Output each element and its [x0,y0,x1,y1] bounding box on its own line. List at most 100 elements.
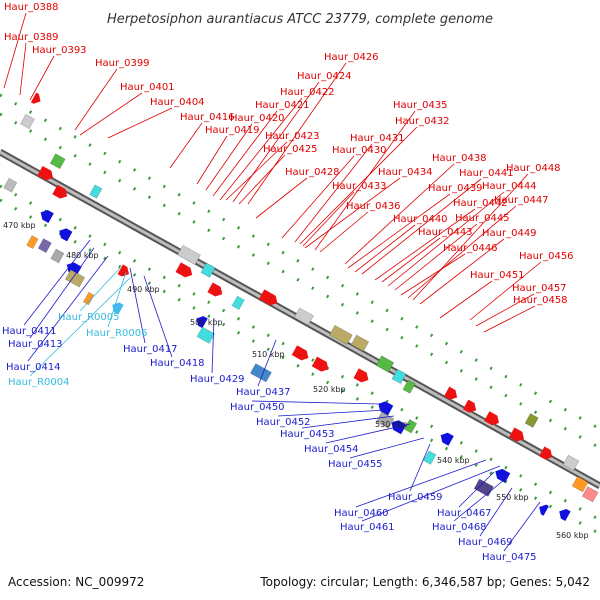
forward-label-haur_0439: Haur_0439 [428,183,483,194]
feature-9 [26,235,39,250]
forward-label-haur_0404: Haur_0404 [150,97,205,108]
forward-leader-33 [412,173,529,301]
forward-leader-6 [169,122,203,169]
tick-label-4: 510 kbp [252,350,285,359]
label-leader-lines [3,12,542,552]
forward-label-haur_0445: Haur_0445 [455,213,510,224]
rna-leader-0 [79,267,121,312]
reverse-label-haur_0437: Haur_0437 [236,387,291,398]
feature-track [3,92,599,522]
reverse-label-haur_0413: Haur_0413 [8,339,63,350]
position-ticks: 470 kbp 480 kbp 490 kbp 500 kbp 510 kbp 520 k… [3,221,589,540]
forward-leader-32 [407,205,517,299]
feature-39 [462,399,477,413]
forward-label-haur_0425: Haur_0425 [263,144,318,155]
forward-label-haur_0443: Haur_0443 [418,227,473,238]
forward-leader-11 [225,141,288,201]
feature-4 [89,184,103,199]
reverse-leader-15 [458,471,495,508]
forward-label-haur_0423: Haur_0423 [265,131,320,142]
tick-label-9: 560 kbp [556,531,589,540]
feature-45 [571,475,589,493]
tick-label-5: 520 kbp [313,385,346,394]
forward-leader-4 [79,92,143,136]
forward-leader-14 [247,62,347,205]
forward-leader-13 [238,154,286,205]
rna-label-haur_r0004: Haur_R0004 [8,377,70,388]
reverse-leader-1 [29,247,95,339]
reverse-label-haur_0454: Haur_0454 [304,444,359,455]
forward-leader-26 [361,178,482,275]
forward-label-haur_0457: Haur_0457 [512,283,567,294]
feature-53 [30,92,41,104]
feature-8 [59,228,73,242]
forward-leader-0 [3,12,27,89]
forward-label-haur_0432: Haur_0432 [395,116,450,127]
feature-22 [196,316,208,329]
feature-31 [375,355,395,373]
feature-35 [378,401,394,416]
forward-label-haur_0431: Haur_0431 [350,133,405,144]
reverse-leader-16 [453,479,505,522]
feature-32 [391,368,407,385]
map-title: Herpetosiphon aurantiacus ATCC 23779, co… [107,12,493,27]
feature-2 [37,165,54,181]
forward-label-haur_0399: Haur_0399 [95,58,150,69]
forward-leader-3 [74,68,118,131]
forward-leader-25 [354,224,416,273]
forward-label-haur_0388: Haur_0388 [4,2,59,13]
forward-leader-27 [374,208,476,281]
tick-label-2: 490 kbp [127,285,160,294]
forward-label-haur_0447: Haur_0447 [494,195,549,206]
reverse-label-haur_0417: Haur_0417 [123,344,178,355]
reverse-label-haur_0450: Haur_0450 [230,402,285,413]
reverse-label-haur_0469: Haur_0469 [458,537,513,548]
feature-30 [311,356,329,372]
feature-7 [40,210,54,224]
feature-34 [353,368,369,383]
tick-label-8: 550 kbp [496,493,529,502]
feature-19 [175,262,193,278]
reverse-leader-5 [211,317,215,374]
reverse-label-haur_0429: Haur_0429 [190,374,245,385]
reverse-label-haur_0411: Haur_0411 [2,326,57,337]
feature-28 [350,334,370,352]
reverse-leader-6 [257,339,277,387]
forward-leader-24 [347,193,451,269]
forward-label-haur_0428: Haur_0428 [285,167,340,178]
reverse-label-haur_0453: Haur_0453 [280,429,335,440]
feature-48 [495,468,511,483]
tick-label-3: 500 kbp [190,318,223,327]
feature-23 [196,326,215,344]
forward-label-haur_0436: Haur_0436 [346,201,401,212]
forward-leader-35 [439,280,493,319]
forward-label-haur_0422: Haur_0422 [280,87,335,98]
forward-leader-22 [319,211,369,253]
feature-46 [581,486,599,503]
reverse-leader-3 [129,267,146,344]
forward-leader-9 [212,110,278,197]
forward-label-haur_0430: Haur_0430 [332,145,387,156]
reverse-leader-17 [479,487,513,537]
forward-leader-8 [205,123,253,191]
forward-leader-31 [400,253,466,296]
rna-leader-2 [29,277,131,377]
feature-49 [473,478,494,497]
forward-label-haur_0438: Haur_0438 [432,153,487,164]
forward-label-haur_0440: Haur_0440 [393,214,448,225]
forward-label-haur_0451: Haur_0451 [470,270,525,281]
forward-label-haur_0419: Haur_0419 [205,125,260,136]
feature-37 [391,420,407,435]
reverse-leader-11 [349,437,425,459]
reverse-leader-12 [409,443,431,492]
forward-leader-19 [302,191,355,247]
forward-leader-30 [394,223,478,291]
forward-leader-18 [299,126,418,245]
forward-label-haur_0424: Haur_0424 [297,71,352,82]
rna-leader-1 [107,271,127,328]
feature-18 [200,262,216,278]
tick-label-7: 540 kbp [437,456,470,465]
reverse-label-haur_0414: Haur_0414 [6,362,61,373]
forward-leader-36 [469,261,542,321]
